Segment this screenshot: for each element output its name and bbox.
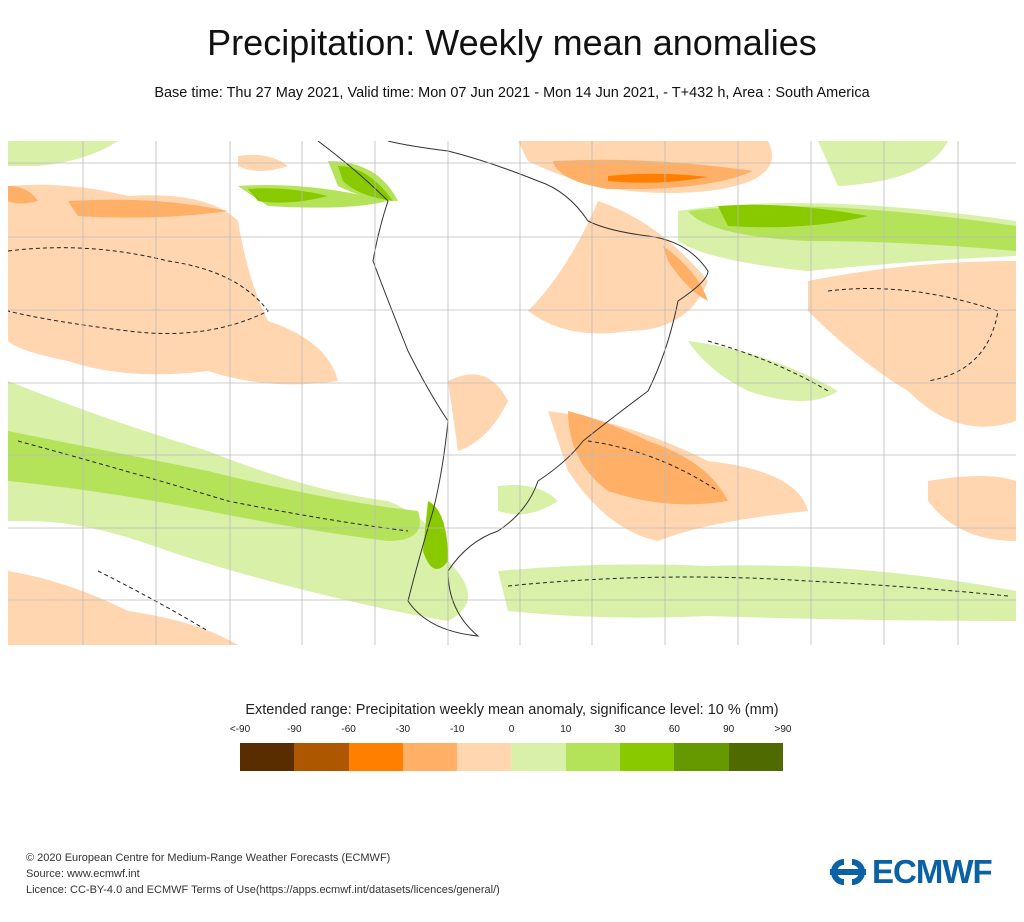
- legend-title: Extended range: Precipitation weekly mea…: [245, 702, 779, 718]
- copyright-text: © 2020 European Centre for Medium-Range …: [26, 852, 391, 864]
- logo-text: ECMWF: [872, 853, 993, 890]
- anomaly-map: [8, 141, 1016, 645]
- legend-tick-label: -30: [395, 724, 411, 735]
- footer: © 2020 European Centre for Medium-Range …: [26, 850, 500, 898]
- legend-tick-label: 10: [560, 724, 572, 735]
- legend-color-swatch: [728, 743, 783, 771]
- legend-color-swatch: [240, 743, 295, 771]
- page-title: Precipitation: Weekly mean anomalies: [207, 22, 817, 63]
- legend-color-swatch: [674, 743, 729, 771]
- legend-tick-label: <-90: [229, 724, 251, 735]
- ecmwf-logo: ECMWF: [828, 853, 993, 891]
- coastlines: [317, 141, 709, 637]
- legend-color-swatch: [511, 743, 566, 771]
- legend-labels: <-90 -90 -60 -30 -10 0 10 30 60 90 >90: [230, 724, 792, 738]
- grid-lines: [8, 141, 1016, 645]
- licence-text: Licence: CC-BY-4.0 and ECMWF Terms of Us…: [26, 884, 500, 896]
- ecmwf-logo-icon: [830, 859, 866, 885]
- legend-tick-label: 0: [508, 724, 515, 735]
- legend-tick-label: -60: [341, 724, 356, 735]
- legend-tick-label: -90: [287, 724, 302, 735]
- legend-tick-label: >90: [774, 724, 792, 735]
- legend-tick-label: 90: [723, 724, 735, 735]
- strong-negative-core: [608, 173, 708, 183]
- legend-color-swatch: [457, 743, 512, 771]
- legend-colorbar: [240, 743, 783, 771]
- legend-tick-label: -10: [449, 724, 465, 735]
- legend-tick-label: 60: [668, 724, 680, 735]
- legend-tick-label: 30: [614, 724, 626, 735]
- subtitle: Base time: Thu 27 May 2021, Valid time: …: [154, 85, 870, 101]
- legend-color-swatch: [565, 743, 621, 771]
- legend-color-swatch: [294, 743, 349, 771]
- legend-color-swatch: [402, 743, 458, 771]
- significance-contours: [8, 247, 1009, 632]
- legend-color-swatch: [620, 743, 675, 771]
- strong-positive-anomaly-areas: [248, 166, 868, 569]
- source-text: Source: www.ecmwf.int: [26, 868, 140, 880]
- legend-color-swatch: [348, 743, 403, 771]
